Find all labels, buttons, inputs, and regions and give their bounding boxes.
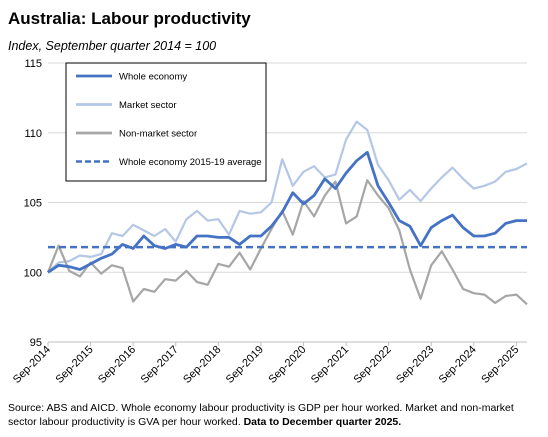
series-lines	[46, 120, 528, 306]
footnote-text: Source: ABS and AICD. Whole economy labo…	[8, 402, 514, 428]
x-tick-label: Sep-2015	[53, 344, 95, 386]
x-tick-label: Sep-2025	[479, 344, 521, 386]
y-tick-label: 110	[24, 128, 42, 140]
x-tick-label: Sep-2024	[437, 344, 479, 386]
footnote: Source: ABS and AICD. Whole economy labo…	[8, 401, 540, 429]
footnote-bold: Data to December quarter 2025.	[243, 416, 402, 428]
x-tick-label: Sep-2014	[11, 344, 53, 386]
x-axis: Sep-2014 Sep-2015 Sep-2016 Sep-2017 Sep-2018…	[11, 341, 527, 386]
x-tick-label: Sep-2020	[266, 344, 308, 386]
legend-label: Market sector	[119, 100, 177, 111]
x-tick-label: Sep-2018	[181, 344, 223, 386]
x-tick-label: Sep-2016	[96, 344, 138, 386]
y-tick-label: 95	[30, 337, 42, 349]
y-axis: 95 100 105 110 115	[24, 58, 42, 349]
series-line-market-sector	[47, 120, 528, 274]
legend: Whole economy Market sector Non-market sec…	[65, 62, 267, 182]
y-tick-label: 105	[24, 198, 42, 210]
series-line-non-market-sector	[46, 179, 528, 306]
legend-label: Whole economy 2015-19 average	[119, 157, 262, 168]
y-tick-label: 115	[24, 58, 42, 70]
x-tick-label: Sep-2021	[309, 344, 351, 386]
series-line-whole-economy	[47, 150, 527, 274]
x-tick-label: Sep-2023	[394, 344, 436, 386]
x-tick-label: Sep-2022	[352, 344, 394, 386]
legend-label: Whole economy	[119, 72, 187, 83]
x-tick-label: Sep-2019	[224, 344, 266, 386]
x-tick-label: Sep-2017	[139, 344, 181, 386]
chart-title: Australia: Labour productivity	[8, 9, 251, 28]
y-tick-label: 100	[24, 267, 42, 279]
chart-subtitle: Index, September quarter 2014 = 100	[8, 39, 217, 53]
legend-label: Non-market sector	[119, 129, 197, 140]
